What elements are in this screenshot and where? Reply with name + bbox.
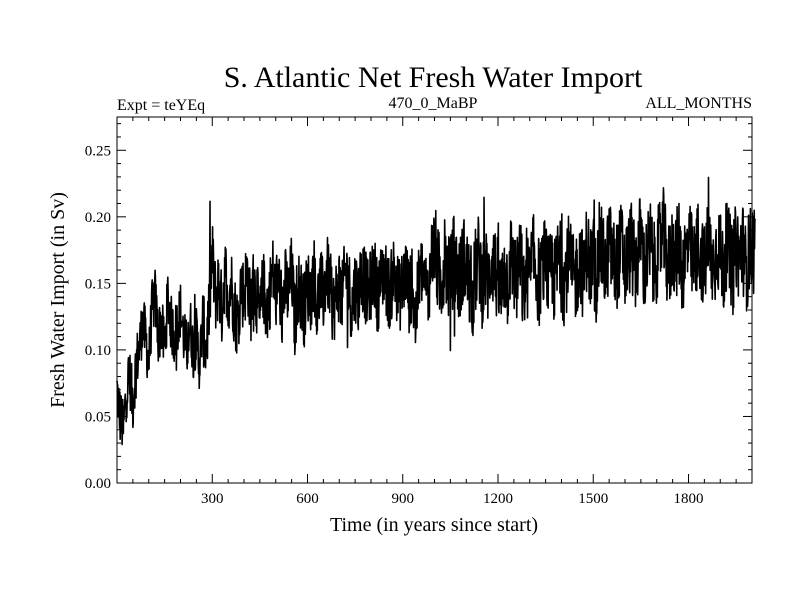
y-tick-label: 0.00	[85, 476, 111, 492]
x-tick-label: 1500	[578, 491, 608, 507]
y-tick-label: 0.05	[85, 409, 111, 425]
x-axis-label: Time (in years since start)	[330, 514, 538, 536]
experiment-label: Expt = teYEq	[117, 97, 205, 114]
x-tick-label: 900	[392, 491, 415, 507]
x-tick-label: 300	[201, 491, 224, 507]
series-line-fresh-water-import	[116, 176, 756, 446]
y-tick-label: 0.10	[85, 343, 111, 359]
y-tick-label: 0.15	[85, 276, 111, 292]
y-tick-label: 0.25	[85, 143, 111, 159]
period-label: 470_0_MaBP	[389, 95, 478, 112]
x-tick-label: 1200	[483, 491, 513, 507]
chart-title: S. Atlantic Net Fresh Water Import	[224, 61, 643, 94]
y-tick-label: 0.20	[85, 210, 111, 226]
x-tick-label: 600	[296, 491, 319, 507]
months-label: ALL_MONTHS	[645, 95, 752, 112]
y-axis-label: Fresh Water Import (in Sv)	[47, 192, 69, 408]
x-tick-label: 1800	[674, 491, 704, 507]
axis-tick-labels: 300 600 900 1200 1500 1800 0.00 0.05 0.10 0.15 0.2…	[85, 143, 704, 507]
